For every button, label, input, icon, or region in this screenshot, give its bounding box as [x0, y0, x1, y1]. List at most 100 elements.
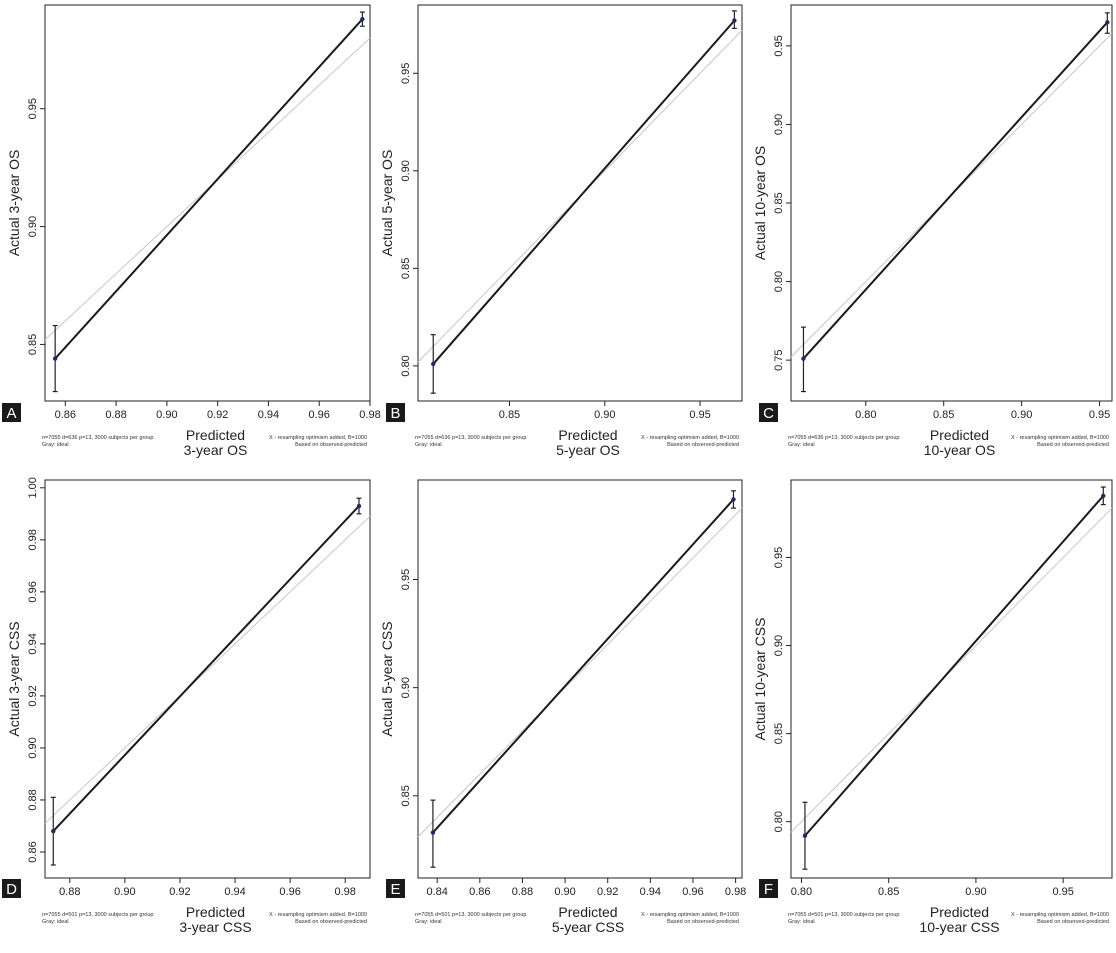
x-axis-label: Predicted: [186, 904, 245, 920]
x-tick-label: 0.80: [791, 886, 812, 898]
y-tick-label: 0.95: [773, 35, 785, 56]
y-tick-label: 0.85: [400, 785, 412, 806]
calibration-point: [1101, 493, 1106, 499]
x-tick-label: 0.88: [105, 409, 126, 421]
x-tick-label: 0.94: [258, 409, 279, 421]
y-tick-label: 0.95: [27, 98, 39, 119]
chart-panel-a: 0.86 0.88 0.90 0.92 0.94 0.96 0.98 0.85 0.90 0.95…: [2, 4, 381, 458]
panel-label-box: [2, 403, 21, 422]
plot-frame: [790, 4, 1113, 402]
x-tick-label: 0.88: [512, 886, 533, 898]
x-tick-label: 0.80: [855, 409, 876, 421]
y-tick-label: 0.96: [27, 581, 39, 602]
panel-label-box: [759, 879, 778, 898]
x-tick-label: 0.96: [309, 409, 330, 421]
x-tick-label: 0.85: [499, 409, 520, 421]
chart-panel-d: 0.88 0.90 0.92 0.94 0.96 0.98 0.86 0.88 0.90 0.92…: [2, 477, 371, 935]
calibration-point: [356, 503, 362, 509]
footnote-left-line2: Gray: ideal: [788, 919, 815, 925]
y-tick-label: 0.90: [773, 114, 785, 135]
plot-frame: [417, 4, 743, 402]
calibration-point: [802, 833, 808, 838]
ideal-line: [44, 516, 371, 824]
y-tick-label: 1.00: [27, 477, 39, 498]
plot-frame: [44, 4, 371, 402]
x-tick-label: 0.90: [156, 409, 177, 421]
y-tick-label: 0.85: [773, 192, 785, 213]
plot-frame: [417, 479, 743, 879]
x-tick-label: 0.90: [965, 886, 986, 898]
x-tick-label: 0.98: [725, 886, 746, 898]
y-tick-label: 0.85: [400, 258, 412, 279]
panel-label: C: [763, 405, 774, 422]
y-tick-label: 0.90: [400, 160, 412, 181]
chart-panel-b: 0.85 0.90 0.95 0.80 0.85 0.90 0.95 Actual 5-yea…: [379, 4, 743, 458]
calibration-point: [51, 828, 56, 834]
x-tick-label: 0.86: [469, 886, 490, 898]
calibration-point: [430, 830, 436, 835]
x-tick-label: 0.85: [933, 409, 954, 421]
calibration-line: [54, 18, 364, 360]
calibration-point: [360, 16, 365, 22]
x-tick-label: 0.92: [207, 409, 228, 421]
calibration-point: [52, 356, 58, 361]
x-axis-label: Predicted: [930, 427, 989, 443]
panel-label: F: [764, 881, 773, 898]
panel-label: E: [390, 881, 400, 898]
y-axis-label: Actual 10-year OS: [752, 146, 768, 260]
y-axis-label: Actual 10-year CSS: [752, 618, 768, 741]
x-tick-label: 0.96: [279, 886, 300, 898]
panel-label: B: [390, 405, 400, 422]
x-tick-label: 0.84: [426, 886, 447, 898]
footnote-left-line2: Gray: ideal: [415, 919, 442, 925]
y-tick-label: 0.92: [27, 685, 39, 706]
calibration-line: [802, 21, 1109, 360]
footnote-left-line2: Gray: ideal: [788, 442, 815, 448]
y-axis-label: Actual 3-year OS: [6, 150, 22, 257]
x-axis-label-line2: 5-year OS: [556, 442, 620, 458]
x-axis-label-line2: 10-year CSS: [919, 919, 999, 935]
x-tick-label: 0.85: [878, 886, 899, 898]
x-tick-label: 0.90: [114, 886, 135, 898]
x-tick-label: 0.95: [1052, 886, 1073, 898]
y-axis-label: Actual 3-year CSS: [6, 621, 22, 736]
y-tick-label: 0.98: [27, 529, 39, 550]
x-axis-label-line2: 3-year OS: [184, 442, 248, 458]
footnote-right-line2: Based on observed-predicted: [1037, 919, 1109, 925]
x-tick-label: 0.95: [689, 409, 710, 421]
calibration-point: [801, 356, 806, 361]
footnote-right: X - resampling optimism added, B=1000: [269, 435, 367, 441]
y-tick-label: 0.80: [773, 271, 785, 292]
x-tick-label: 0.98: [359, 409, 380, 421]
calibration-line: [432, 498, 735, 834]
footnote-right: X - resampling optimism added, B=1000: [641, 435, 739, 441]
footnote-right-line2: Based on observed-predicted: [295, 442, 367, 448]
y-axis-label: Actual 5-year CSS: [379, 621, 395, 736]
x-tick-label: 0.86: [55, 409, 76, 421]
footnote-right: X - resampling optimism added, B=1000: [641, 912, 739, 918]
y-tick-label: 0.95: [400, 63, 412, 84]
x-tick-label: 0.90: [1011, 409, 1032, 421]
x-axis-label: Predicted: [186, 427, 245, 443]
y-tick-label: 0.80: [773, 811, 785, 832]
calibration-point: [732, 18, 737, 23]
calibration-line: [52, 505, 360, 832]
panel-label-box: [386, 879, 405, 898]
y-axis-label: Actual 5-year OS: [379, 150, 395, 257]
footnote-right-line2: Based on observed-predicted: [295, 919, 367, 925]
footnote-left: n=7055 d=501 p=13, 3000 subjects per gro…: [415, 912, 526, 918]
y-tick-label: 0.95: [400, 569, 412, 590]
footnote-left: n=7055 d=636 p=13, 3000 subjects per gro…: [42, 435, 153, 441]
chart-panel-e: 0.84 0.86 0.88 0.90 0.92 0.94 0.96 0.98 0.85 0.90…: [379, 479, 746, 935]
x-tick-label: 0.94: [640, 886, 661, 898]
calibration-point: [1105, 20, 1110, 25]
footnote-right-line2: Based on observed-predicted: [667, 442, 739, 448]
x-axis-label: Predicted: [558, 904, 617, 920]
footnote-left: n=7055 d=501 p=13, 3000 subjects per gro…: [788, 912, 899, 918]
calibration-line: [804, 495, 1105, 837]
x-tick-label: 0.96: [682, 886, 703, 898]
chart-panel-c: 0.80 0.85 0.90 0.95 0.75 0.80 0.85 0.90 0.95 Actu…: [752, 4, 1113, 458]
calibration-point: [431, 361, 436, 367]
panel-label-box: [386, 403, 405, 422]
